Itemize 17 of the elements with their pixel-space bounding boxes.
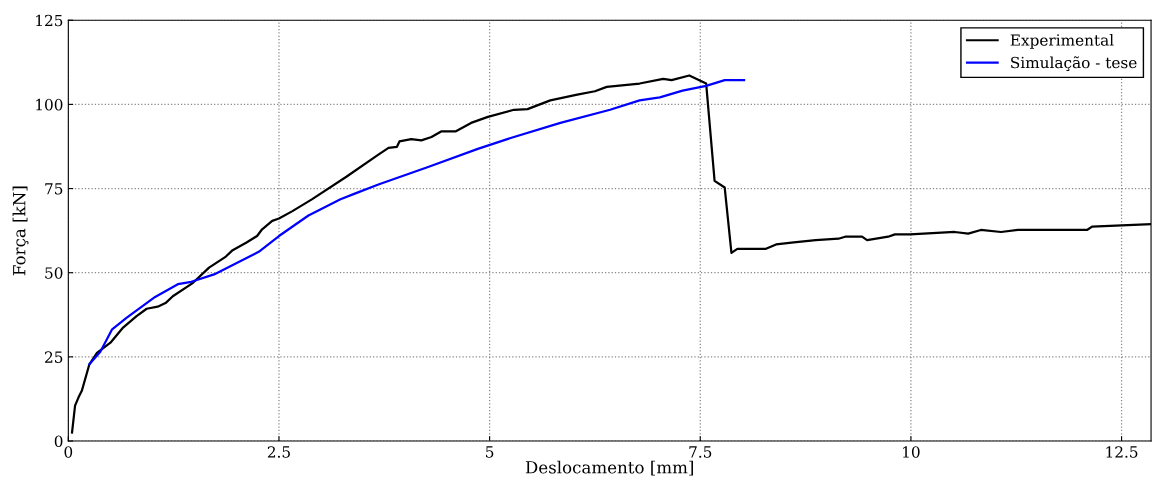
x-tick-label: 12.5 [1106, 446, 1138, 458]
x-axis-title: Deslocamento [mm] [525, 460, 693, 476]
y-axis-title: Força [kN] [12, 186, 29, 276]
x-tick-label: 2.5 [267, 446, 290, 458]
y-tick-label: 75 [45, 183, 63, 195]
y-tick-label: 125 [36, 14, 63, 27]
x-tick-label: 10 [903, 446, 920, 458]
y-tick-label: 50 [45, 267, 63, 279]
y-tick-label: 100 [36, 98, 63, 111]
y-tick-label: 0 [54, 435, 63, 448]
x-tick-label: 7.5 [689, 446, 712, 458]
x-tick-label: 5 [486, 446, 494, 458]
x-tick-label: 0 [64, 446, 73, 458]
y-tick-label: 25 [45, 351, 63, 363]
legend-label: Experimental [1010, 33, 1114, 49]
line-series [88, 79, 746, 366]
legend-label: Simulação - tese [1011, 56, 1137, 71]
